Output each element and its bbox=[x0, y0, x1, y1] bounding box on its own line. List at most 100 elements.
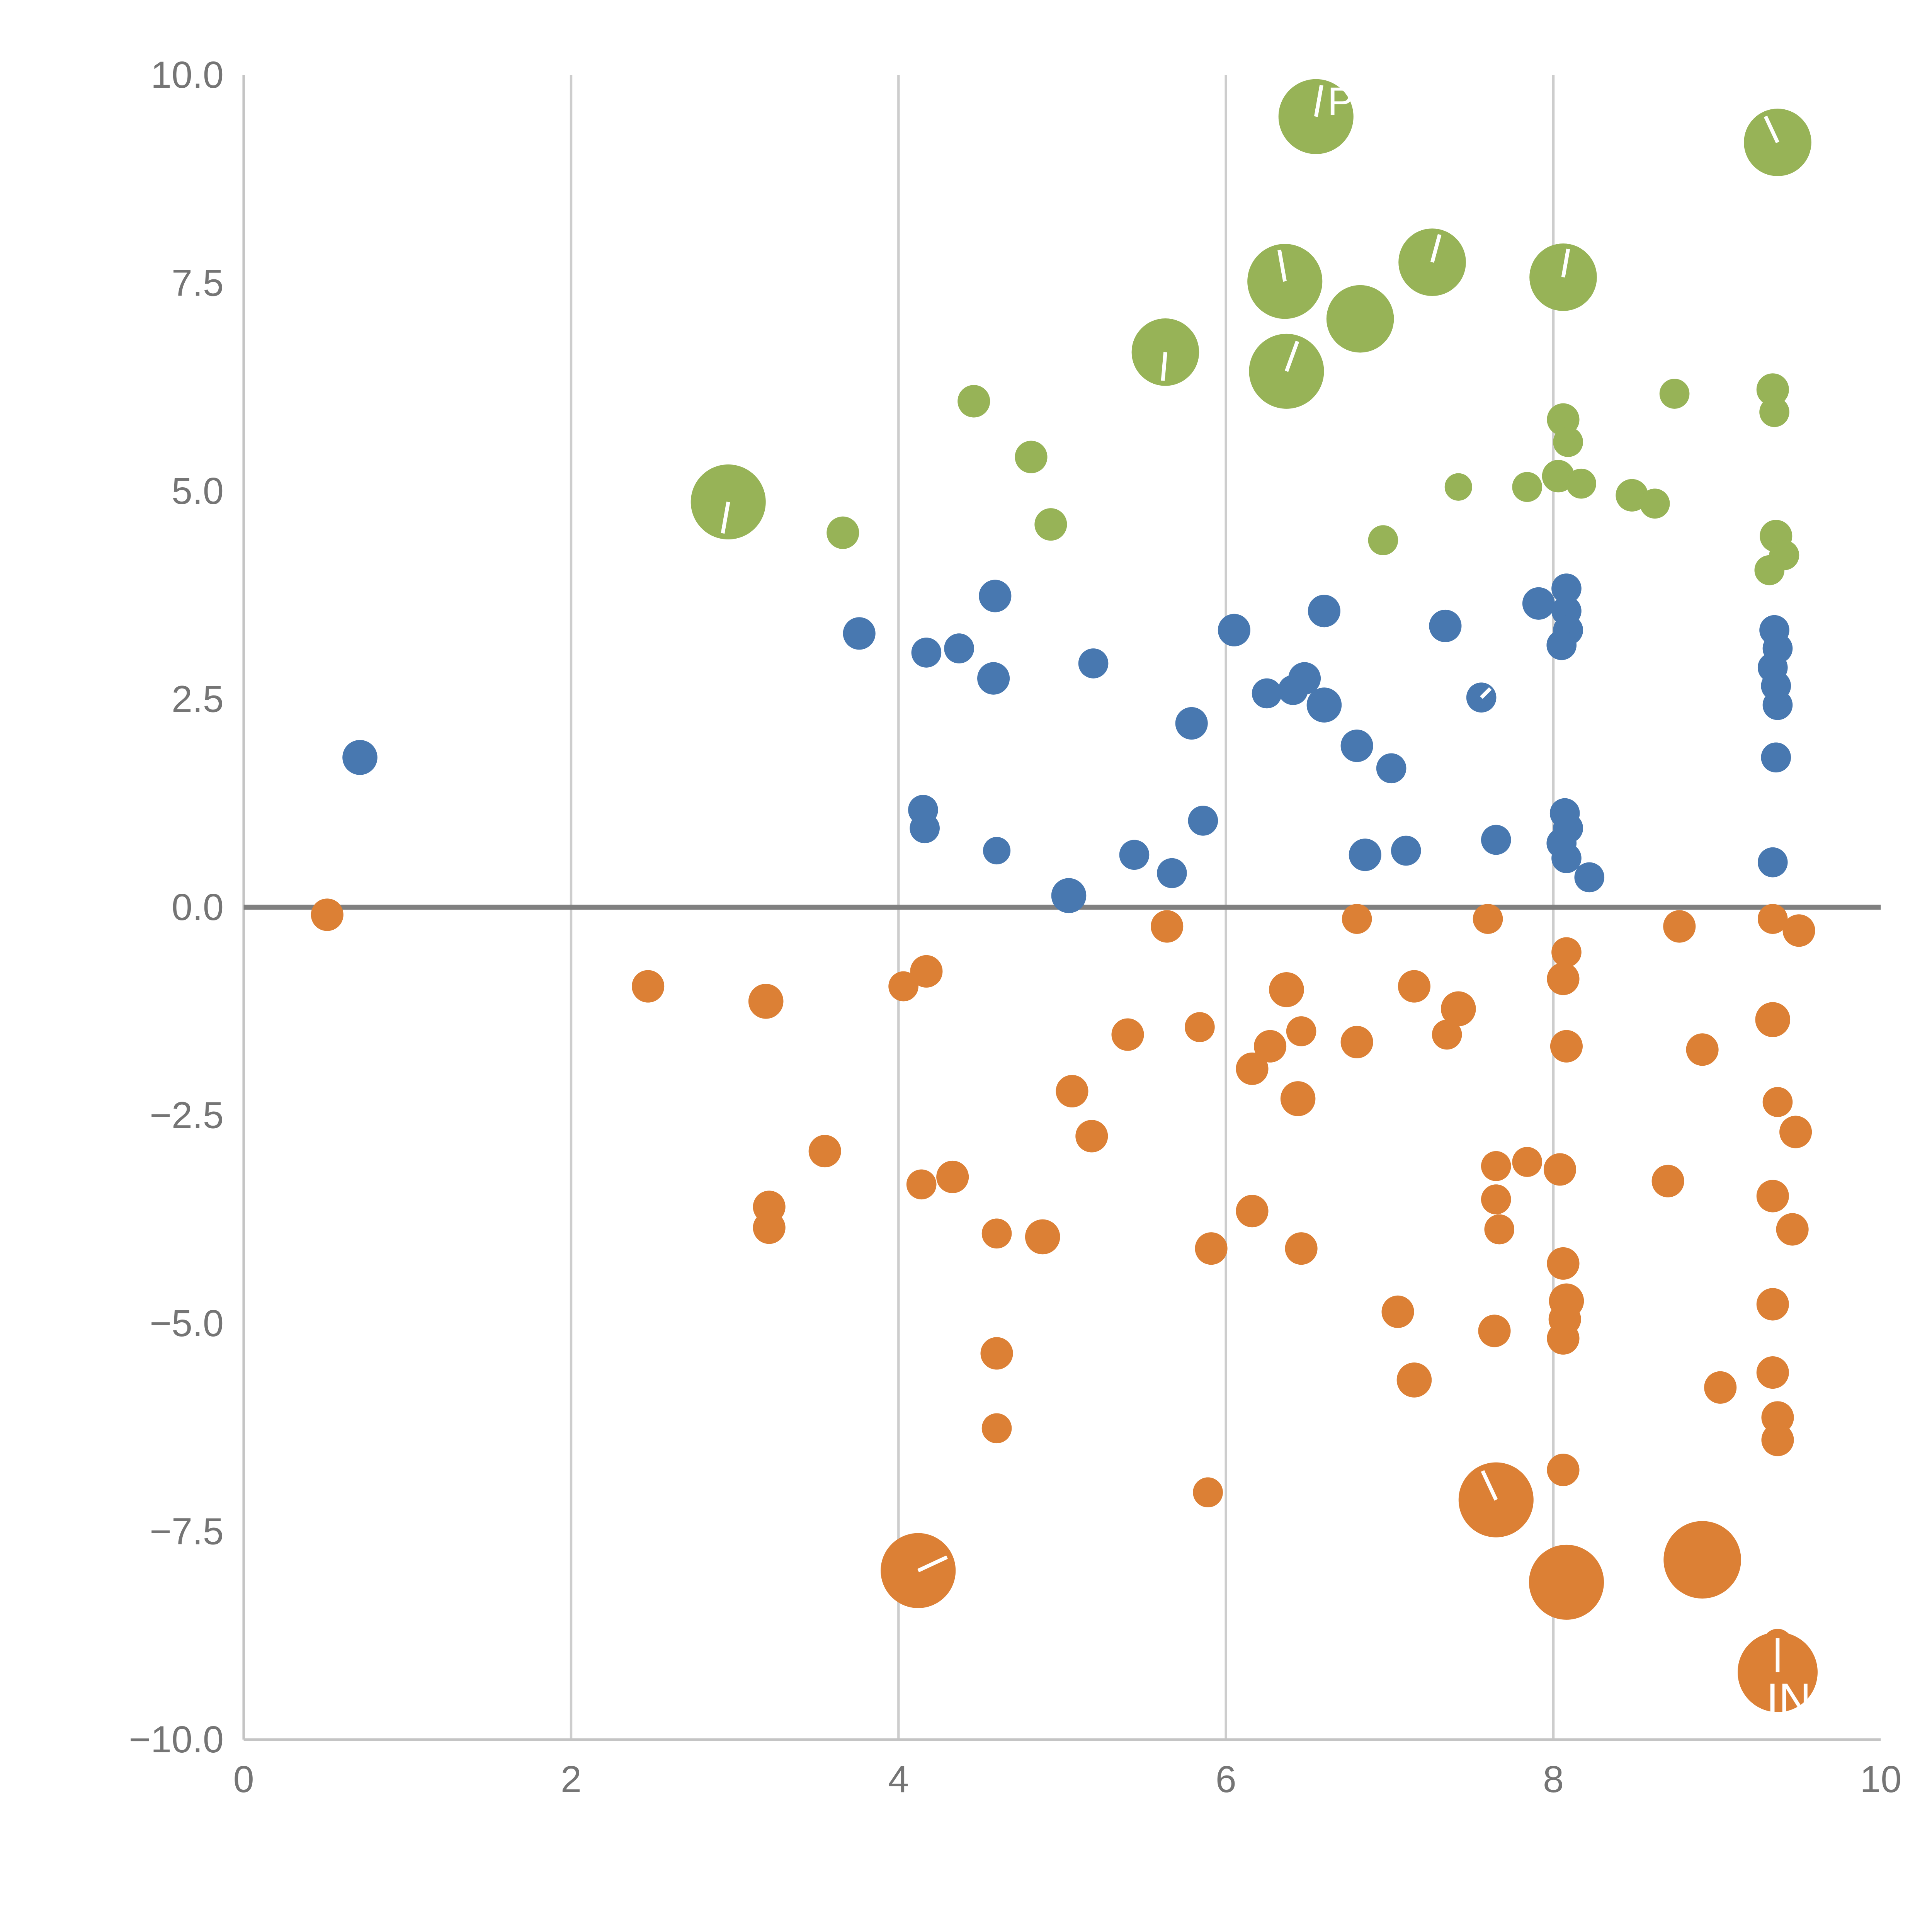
bubble-group-orange[interactable] bbox=[753, 1211, 786, 1244]
bubble-group-green[interactable] bbox=[1754, 555, 1785, 585]
bubble-group-orange[interactable] bbox=[1663, 910, 1696, 943]
bubble-group-orange[interactable] bbox=[1686, 1033, 1719, 1066]
bubble-group-orange[interactable] bbox=[1280, 1081, 1316, 1116]
bubble-group-blue[interactable] bbox=[1761, 742, 1791, 773]
bubble-group-orange[interactable] bbox=[1779, 1116, 1812, 1148]
bubble-group-orange[interactable] bbox=[1547, 1454, 1580, 1486]
bubble-group-orange[interactable] bbox=[936, 1160, 969, 1193]
bubble-group-orange[interactable] bbox=[906, 1169, 937, 1200]
bubble-group-orange[interactable] bbox=[1432, 1019, 1462, 1050]
bubble-group-orange[interactable] bbox=[1193, 1477, 1223, 1508]
bubble-group-orange[interactable] bbox=[1651, 1165, 1684, 1197]
bubble-group-blue[interactable] bbox=[1157, 858, 1187, 888]
bubble-group-orange[interactable] bbox=[1111, 1018, 1144, 1051]
bubble-group-orange[interactable] bbox=[1757, 904, 1788, 934]
bubble-group-orange[interactable] bbox=[1025, 1219, 1060, 1255]
bubble-group-blue[interactable] bbox=[979, 580, 1012, 612]
bubble-group-blue[interactable] bbox=[1762, 690, 1793, 720]
bubble-group-blue[interactable] bbox=[1078, 648, 1109, 679]
bubble-group-blue[interactable] bbox=[1349, 838, 1381, 871]
bubble-group-blue[interactable] bbox=[1546, 630, 1577, 660]
bubble-group-green[interactable] bbox=[1639, 488, 1670, 519]
bubble-group-blue[interactable] bbox=[1218, 614, 1250, 646]
bubble-group-orange[interactable] bbox=[748, 984, 784, 1019]
bubble-group-blue[interactable] bbox=[1429, 609, 1462, 643]
bubble-group-blue[interactable] bbox=[1391, 835, 1421, 866]
bubble-group-green[interactable] bbox=[1015, 440, 1048, 473]
bubble-group-orange[interactable] bbox=[1529, 1544, 1604, 1620]
bubble-group-orange[interactable] bbox=[1286, 1016, 1316, 1046]
bubble-group-orange[interactable] bbox=[1547, 1322, 1580, 1355]
bubble-group-orange[interactable] bbox=[1543, 1153, 1577, 1186]
bubble-group-blue[interactable] bbox=[1340, 730, 1373, 762]
bubble-group-orange[interactable] bbox=[1056, 1075, 1088, 1108]
bubble-group-green[interactable] bbox=[1756, 373, 1789, 406]
bubble-group-blue[interactable] bbox=[1574, 862, 1605, 893]
bubble-group-orange[interactable] bbox=[1473, 904, 1503, 934]
bubble-group-orange[interactable] bbox=[981, 1413, 1012, 1444]
bubble-group-blue[interactable] bbox=[983, 837, 1011, 865]
bubble-group-orange[interactable] bbox=[1663, 1521, 1741, 1599]
bubble-group-orange[interactable] bbox=[1195, 1232, 1228, 1265]
bubble-group-orange[interactable] bbox=[1185, 1012, 1215, 1042]
bubble-group-orange[interactable] bbox=[632, 970, 665, 1003]
bubble-group-orange[interactable] bbox=[1704, 1371, 1737, 1404]
bubble-group-green[interactable] bbox=[1659, 379, 1690, 409]
bubble-group-blue[interactable] bbox=[944, 633, 974, 663]
bubble-group-orange[interactable] bbox=[1285, 1232, 1318, 1265]
bubble-group-blue[interactable] bbox=[1306, 687, 1342, 723]
bubble-group-orange[interactable] bbox=[1151, 910, 1184, 943]
bubble-group-orange[interactable] bbox=[1340, 1026, 1373, 1058]
bubble-group-green[interactable] bbox=[1512, 472, 1543, 502]
bubble-group-orange[interactable] bbox=[1236, 1052, 1269, 1085]
bubble-group-orange[interactable] bbox=[1396, 1362, 1432, 1398]
bubble-group-blue[interactable] bbox=[977, 662, 1010, 695]
bubble-group-orange[interactable] bbox=[980, 1337, 1013, 1370]
bubble-group-blue[interactable] bbox=[1288, 662, 1321, 695]
bubble-group-orange[interactable] bbox=[808, 1135, 841, 1168]
bubble-group-orange[interactable] bbox=[981, 1218, 1012, 1249]
bubble-group-blue[interactable] bbox=[1481, 825, 1511, 855]
bubble-group-green[interactable] bbox=[1566, 468, 1596, 499]
bubble-group-blue[interactable] bbox=[1551, 573, 1582, 604]
bubble-group-blue[interactable] bbox=[342, 740, 378, 775]
bubble-group-blue[interactable] bbox=[1252, 678, 1282, 709]
bubble-group-orange[interactable] bbox=[1547, 963, 1580, 995]
bubble-group-blue[interactable] bbox=[1051, 878, 1087, 913]
bubble-group-orange[interactable] bbox=[1761, 1401, 1794, 1434]
bubble-group-orange[interactable] bbox=[1550, 1030, 1583, 1063]
bubble-group-green[interactable] bbox=[690, 464, 766, 540]
bubble-group-orange[interactable] bbox=[1481, 1184, 1511, 1214]
bubble-group-orange[interactable] bbox=[1755, 1002, 1791, 1037]
bubble-group-orange[interactable] bbox=[1782, 914, 1815, 947]
bubble-group-orange[interactable] bbox=[1776, 1213, 1809, 1246]
bubble-group-orange[interactable] bbox=[1478, 1315, 1511, 1347]
bubble-group-orange[interactable] bbox=[1756, 1288, 1789, 1321]
bubble-group-green[interactable] bbox=[1326, 285, 1394, 353]
bubble-group-orange[interactable] bbox=[1756, 1356, 1789, 1389]
bubble-group-green[interactable] bbox=[827, 516, 859, 549]
bubble-group-blue[interactable] bbox=[1188, 806, 1218, 836]
bubble-group-orange[interactable] bbox=[1236, 1195, 1269, 1228]
bubble-group-orange[interactable] bbox=[910, 955, 943, 988]
bubble-group-blue[interactable] bbox=[910, 813, 940, 844]
bubble-group-orange[interactable] bbox=[1547, 1247, 1580, 1280]
bubble-group-blue[interactable] bbox=[1119, 840, 1150, 870]
bubble-group-orange[interactable] bbox=[1254, 1030, 1287, 1063]
bubble-group-orange[interactable] bbox=[1484, 1214, 1515, 1245]
bubble-group-orange[interactable] bbox=[1342, 904, 1372, 934]
bubble-group-orange[interactable] bbox=[1075, 1120, 1108, 1153]
bubble-group-green[interactable] bbox=[1553, 427, 1583, 457]
bubble-group-green[interactable] bbox=[957, 385, 990, 418]
bubble-group-orange[interactable] bbox=[1269, 972, 1304, 1007]
bubble-group-orange[interactable] bbox=[1398, 970, 1430, 1003]
bubble-group-orange[interactable] bbox=[1512, 1147, 1543, 1177]
bubble-group-orange[interactable] bbox=[1441, 991, 1476, 1027]
bubble-group-orange[interactable] bbox=[1756, 1180, 1789, 1213]
bubble-group-green[interactable] bbox=[1759, 397, 1789, 427]
bubble-group-orange[interactable] bbox=[311, 898, 344, 931]
bubble-group-orange[interactable] bbox=[1551, 937, 1582, 968]
bubble-group-blue[interactable] bbox=[1757, 847, 1788, 878]
bubble-group-orange[interactable] bbox=[1481, 1151, 1511, 1181]
bubble-group-orange[interactable] bbox=[1737, 1632, 1818, 1712]
